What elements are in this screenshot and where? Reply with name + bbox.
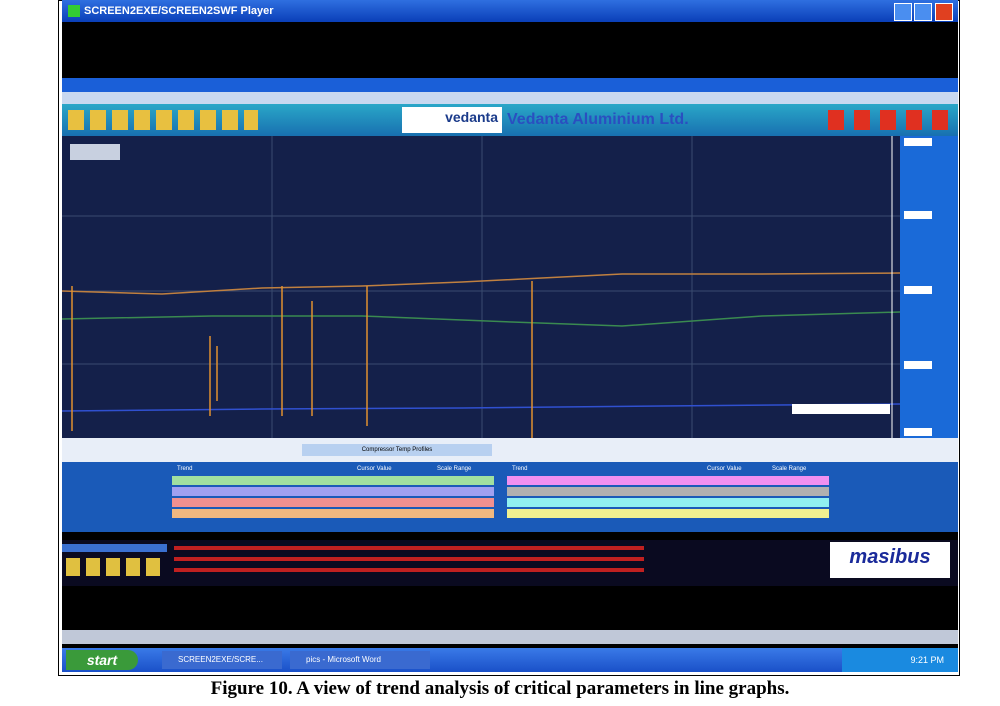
menu-bar [62,92,958,104]
window-title: SCREEN2EXE/SCREEN2SWF Player [84,5,274,17]
table-header: Scale Range [437,466,471,472]
caption: Figure 10. A view of trend analysis of c… [0,678,1000,700]
app-icon [68,5,80,17]
trend-row[interactable] [507,487,829,496]
cursor-tooltip [792,404,890,414]
scrollbar[interactable] [62,630,958,644]
trend-row[interactable] [172,498,494,507]
right-tools[interactable] [828,110,948,130]
time-bar: Compressor Temp Profiles [62,438,958,462]
table-header: Trend [177,466,192,472]
trend-chart [62,136,958,438]
taskbar: start SCREEN2EXE/SCRE... pics - Microsof… [62,648,958,672]
table-header: Cursor Value [357,466,392,472]
alarm-messages [174,546,644,578]
title-bar: SCREEN2EXE/SCREEN2SWF Player [62,0,958,22]
alarm-panel: masibus [62,540,958,586]
table-header: Cursor Value [707,466,742,472]
trend-row[interactable] [172,476,494,485]
minimize-button[interactable] [894,3,912,21]
chart-title: Compressor Temp Profiles [302,444,492,456]
clock: 9:21 PM [842,648,958,672]
tool-icons[interactable] [68,110,258,130]
page: SCREEN2EXE/SCREEN2SWF Player vedanta Ved… [0,0,1000,706]
trend-row[interactable] [172,487,494,496]
close-button[interactable] [935,3,953,21]
table-header: Scale Range [772,466,806,472]
task-button[interactable]: pics - Microsoft Word [290,651,430,669]
maximize-button[interactable] [914,3,932,21]
task-button[interactable]: SCREEN2EXE/SCRE... [162,651,282,669]
trend-row[interactable] [507,476,829,485]
trend-row[interactable] [172,509,494,518]
app-title-bar [62,78,958,92]
table-header: Trend [512,466,527,472]
alarm-icons[interactable] [66,558,166,576]
player-window: SCREEN2EXE/SCREEN2SWF Player vedanta Ved… [62,0,958,672]
trend-table: Trend Cursor Value Scale Range Trend Cur… [62,462,958,532]
trend-row[interactable] [507,509,829,518]
brand-logo: masibus [830,542,950,578]
company-name: Vedanta Aluminium Ltd. [507,111,689,129]
start-button[interactable]: start [66,650,138,670]
plot-area [62,136,900,438]
toolbar: vedanta Vedanta Aluminium Ltd. [62,104,958,136]
trend-row[interactable] [507,498,829,507]
chart-buttons[interactable] [70,144,120,160]
logo: vedanta [402,107,502,133]
progress-bar [62,544,167,552]
